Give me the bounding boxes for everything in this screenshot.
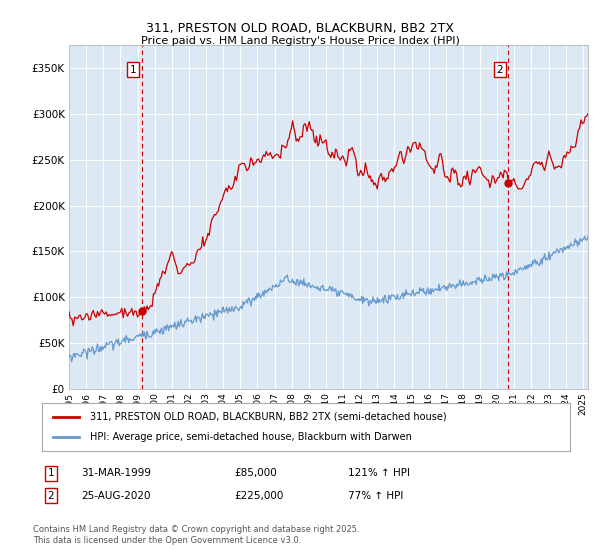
Text: Price paid vs. HM Land Registry's House Price Index (HPI): Price paid vs. HM Land Registry's House … (140, 36, 460, 46)
Text: 311, PRESTON OLD ROAD, BLACKBURN, BB2 2TX (semi-detached house): 311, PRESTON OLD ROAD, BLACKBURN, BB2 2T… (89, 412, 446, 422)
Text: 1: 1 (47, 468, 55, 478)
Text: 31-MAR-1999: 31-MAR-1999 (81, 468, 151, 478)
Text: 311, PRESTON OLD ROAD, BLACKBURN, BB2 2TX: 311, PRESTON OLD ROAD, BLACKBURN, BB2 2T… (146, 22, 454, 35)
Text: 1: 1 (130, 64, 137, 74)
Text: 2: 2 (47, 491, 55, 501)
Text: 121% ↑ HPI: 121% ↑ HPI (348, 468, 410, 478)
Text: £225,000: £225,000 (234, 491, 283, 501)
Text: 25-AUG-2020: 25-AUG-2020 (81, 491, 151, 501)
Text: £85,000: £85,000 (234, 468, 277, 478)
Text: 2: 2 (496, 64, 503, 74)
Text: HPI: Average price, semi-detached house, Blackburn with Darwen: HPI: Average price, semi-detached house,… (89, 432, 412, 442)
Text: 77% ↑ HPI: 77% ↑ HPI (348, 491, 403, 501)
Text: Contains HM Land Registry data © Crown copyright and database right 2025.
This d: Contains HM Land Registry data © Crown c… (33, 525, 359, 545)
